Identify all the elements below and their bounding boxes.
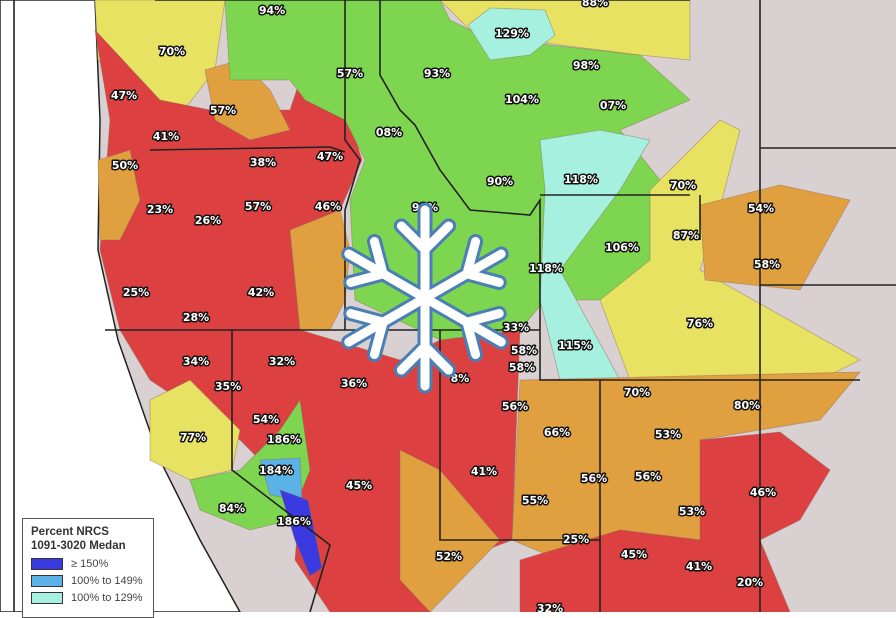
basin-percent-label: 45% bbox=[346, 479, 372, 492]
legend-swatch bbox=[31, 575, 63, 587]
legend-label: ≥ 150% bbox=[71, 558, 109, 570]
basin-region-dark_blue bbox=[279, 489, 323, 577]
basin-percent-label: 41% bbox=[153, 130, 179, 143]
basin-percent-label: 46% bbox=[750, 486, 776, 499]
basin-percent-label: 66% bbox=[544, 426, 570, 439]
legend: Percent NRCS 1091-3020 Medan ≥ 150% 100%… bbox=[22, 518, 154, 618]
basin-percent-label: 41% bbox=[686, 560, 712, 573]
basin-percent-label: 38% bbox=[250, 156, 276, 169]
basin-region-green bbox=[189, 398, 311, 531]
basin-percent-label: 70% bbox=[159, 45, 185, 58]
basin-percent-label: 57% bbox=[245, 200, 271, 213]
basin-percent-label: 93% bbox=[424, 67, 450, 80]
basin-percent-label: 88% bbox=[582, 0, 608, 9]
basin-percent-label: 115% bbox=[558, 339, 592, 352]
legend-label: 100% to 149% bbox=[71, 575, 143, 587]
basin-percent-label: 106% bbox=[605, 241, 639, 254]
basin-percent-label: 25% bbox=[123, 286, 149, 299]
basin-percent-label: 23% bbox=[147, 203, 173, 216]
basin-percent-label: 80% bbox=[734, 399, 760, 412]
basin-percent-label: 35% bbox=[215, 380, 241, 393]
basin-percent-label: 54% bbox=[748, 202, 774, 215]
basin-percent-label: 47% bbox=[111, 89, 137, 102]
basin-percent-label: 53% bbox=[655, 428, 681, 441]
basin-percent-label: 118% bbox=[529, 262, 563, 275]
basin-region-yellow bbox=[599, 119, 861, 381]
basin-percent-label: 54% bbox=[253, 413, 279, 426]
basin-percent-label: 56% bbox=[635, 470, 661, 483]
snowflake-stroke bbox=[344, 205, 506, 391]
basin-percent-label: 57% bbox=[337, 67, 363, 80]
snowflake-icon bbox=[341, 202, 509, 394]
basin-percent-label: 26% bbox=[195, 214, 221, 227]
basin-percent-label: 56% bbox=[502, 400, 528, 413]
legend-swatch bbox=[31, 592, 63, 604]
basin-percent-label: 50% bbox=[112, 159, 138, 172]
basin-percent-label: 90% bbox=[487, 175, 513, 188]
legend-item: 100% to 129% bbox=[31, 592, 145, 604]
basin-percent-label: 55% bbox=[522, 494, 548, 507]
basin-region-orange bbox=[97, 149, 141, 241]
basin-percent-label: 41% bbox=[471, 465, 497, 478]
basin-percent-label: 129% bbox=[495, 27, 529, 40]
legend-item: ≥ 150% bbox=[31, 558, 145, 570]
legend-item: 100% to 149% bbox=[31, 575, 145, 587]
basin-percent-label: 186% bbox=[277, 515, 311, 528]
basin-percent-label: 34% bbox=[183, 355, 209, 368]
basin-percent-label: 58% bbox=[754, 258, 780, 271]
basin-region-cyan bbox=[467, 7, 556, 61]
basin-percent-label: 184% bbox=[259, 464, 293, 477]
basin-percent-label: 98% bbox=[573, 59, 599, 72]
basin-percent-label: 56% bbox=[581, 472, 607, 485]
basin-percent-label: 20% bbox=[737, 576, 763, 589]
basin-percent-label: 76% bbox=[687, 317, 713, 330]
basin-percent-label: 186% bbox=[267, 433, 301, 446]
basin-percent-label: 94% bbox=[259, 4, 285, 17]
legend-swatch bbox=[31, 558, 63, 570]
basin-percent-label: 32% bbox=[537, 602, 563, 612]
basin-region-red bbox=[519, 431, 831, 612]
basin-percent-label: 58% bbox=[509, 361, 535, 374]
basin-percent-label: 42% bbox=[248, 286, 274, 299]
basin-percent-label: 57% bbox=[210, 104, 236, 117]
basin-percent-label: 45% bbox=[621, 548, 647, 561]
basin-region-orange bbox=[699, 184, 851, 291]
basin-percent-label: 84% bbox=[219, 502, 245, 515]
basin-percent-label: 87% bbox=[673, 229, 699, 242]
basin-percent-label: 47% bbox=[317, 150, 343, 163]
legend-label: 100% to 129% bbox=[71, 592, 143, 604]
basin-percent-label: 118% bbox=[564, 173, 598, 186]
basin-percent-label: 08% bbox=[376, 126, 402, 139]
basin-percent-label: 104% bbox=[505, 93, 539, 106]
basin-percent-label: 70% bbox=[670, 179, 696, 192]
legend-title-line2: 1091-3020 Medan bbox=[31, 540, 126, 552]
basin-percent-label: 07% bbox=[600, 99, 626, 112]
basin-percent-label: 25% bbox=[563, 533, 589, 546]
basin-percent-label: 32% bbox=[269, 355, 295, 368]
basin-region-cyan bbox=[539, 129, 651, 381]
ocean bbox=[0, 0, 241, 612]
basin-percent-label: 52% bbox=[436, 550, 462, 563]
legend-title-line1: Percent NRCS bbox=[31, 526, 109, 538]
basin-percent-label: 58% bbox=[511, 344, 537, 357]
basin-percent-label: 53% bbox=[679, 505, 705, 518]
basin-percent-label: 70% bbox=[624, 386, 650, 399]
basin-percent-label: 36% bbox=[341, 377, 367, 390]
basin-percent-label: 28% bbox=[183, 311, 209, 324]
basin-percent-label: 33% bbox=[503, 321, 529, 334]
basin-percent-label: 77% bbox=[180, 431, 206, 444]
basin-region-orange bbox=[399, 449, 501, 612]
basin-percent-label: 46% bbox=[315, 200, 341, 213]
